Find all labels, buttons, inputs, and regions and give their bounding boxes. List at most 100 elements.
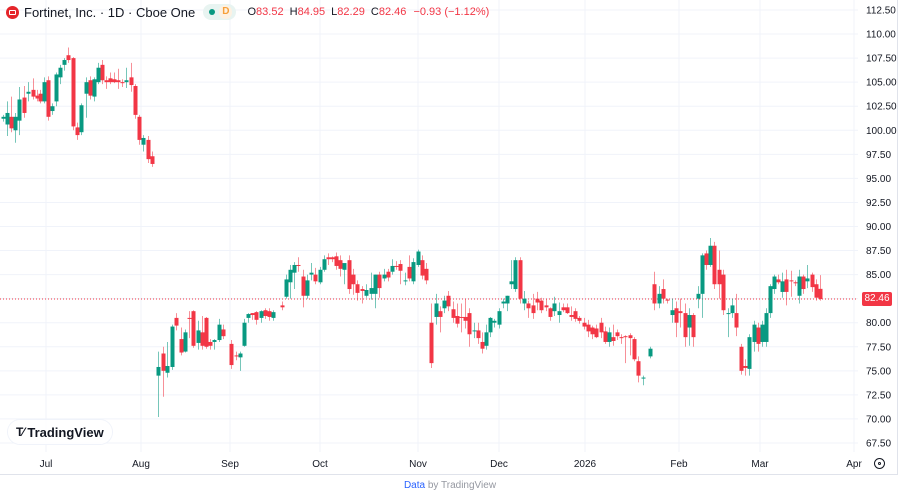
- tradingview-watermark[interactable]: T⁄ TradingView: [8, 420, 112, 444]
- candle: [476, 330, 481, 339]
- candle: [784, 279, 789, 292]
- symbol-title[interactable]: Fortinet, Inc. · 1D · Cboe One: [24, 4, 196, 20]
- data-link[interactable]: Data: [403, 480, 426, 491]
- candle: [577, 317, 582, 321]
- candle: [318, 269, 323, 283]
- candle: [743, 366, 748, 368]
- time-axis[interactable]: Jul Aug Sep Oct Nov Dec 2026 Feb Mar Apr: [40, 459, 863, 470]
- candle: [552, 303, 557, 312]
- candle: [179, 339, 184, 353]
- time-tick-label: Sep: [221, 459, 239, 470]
- candle: [756, 327, 761, 344]
- candle: [764, 313, 769, 342]
- candle: [446, 295, 451, 307]
- candle: [386, 271, 391, 278]
- candle: [170, 326, 175, 367]
- market-status-badge[interactable]: D: [203, 4, 237, 20]
- candle: [665, 299, 670, 301]
- candle: [351, 274, 356, 285]
- candle: [31, 89, 36, 97]
- candle: [217, 324, 222, 341]
- candle: [793, 282, 798, 284]
- candle: [509, 281, 514, 285]
- candle: [670, 310, 675, 316]
- candle: [150, 156, 155, 164]
- candle: [442, 300, 447, 309]
- time-tick-label: Apr: [846, 459, 862, 470]
- candle: [548, 308, 553, 317]
- candle: [776, 279, 781, 283]
- candle: [472, 330, 477, 332]
- candle: [407, 266, 412, 279]
- price-tick-label: 90.00: [866, 222, 891, 233]
- candle: [459, 316, 464, 318]
- symbol-legend[interactable]: Fortinet, Inc. · 1D · Cboe One D O83.52 …: [6, 3, 489, 21]
- price-tick-label: 100.00: [866, 126, 897, 137]
- candle: [455, 315, 460, 324]
- candle: [789, 280, 794, 282]
- candle: [108, 78, 113, 83]
- candle: [760, 324, 765, 342]
- candle: [204, 317, 209, 347]
- candle: [411, 262, 416, 282]
- candle: [708, 245, 713, 265]
- candle: [305, 280, 310, 296]
- candle: [42, 82, 47, 102]
- candle: [347, 260, 352, 290]
- candle: [196, 330, 201, 343]
- candle: [768, 286, 773, 314]
- price-axis[interactable]: 112.50 110.00 107.50 105.00 102.50 100.00 97.5…: [866, 6, 897, 450]
- candle: [38, 93, 43, 102]
- candle: [501, 301, 506, 304]
- candle: [535, 298, 540, 303]
- candle: [484, 332, 489, 346]
- candle: [603, 331, 608, 342]
- candle: [463, 316, 468, 321]
- chart-frame: [0, 0, 898, 475]
- candle: [416, 251, 421, 265]
- candle: [619, 337, 624, 339]
- settings-gear-icon[interactable]: [874, 458, 885, 469]
- candle: [582, 322, 587, 327]
- candle: [678, 311, 683, 314]
- candle: [451, 309, 456, 318]
- low-value: 82.29: [337, 6, 365, 18]
- close-value: 82.46: [378, 6, 407, 18]
- candle: [594, 328, 599, 338]
- candle: [92, 79, 97, 97]
- candle: [377, 274, 382, 289]
- candle: [623, 336, 628, 338]
- candle: [246, 314, 251, 318]
- candlestick-chart[interactable]: 112.50 110.00 107.50 105.00 102.50 100.00 97.5…: [0, 0, 900, 475]
- candle: [369, 288, 374, 294]
- candle: [280, 305, 285, 308]
- candle: [183, 332, 188, 352]
- price-tick-label: 105.00: [866, 78, 897, 89]
- fortinet-logo-icon: [6, 5, 19, 19]
- candle: [522, 298, 527, 304]
- candle: [648, 348, 653, 357]
- candle: [104, 80, 109, 83]
- candle: [120, 82, 125, 84]
- close-label: C: [370, 6, 379, 18]
- time-tick-label: Feb: [670, 459, 688, 470]
- delayed-data-badge: D: [219, 5, 233, 19]
- candle: [599, 322, 604, 333]
- candle: [611, 337, 616, 341]
- price-tick-label: 75.00: [866, 366, 891, 377]
- candle: [212, 340, 217, 342]
- candle: [288, 269, 293, 283]
- candle: [133, 86, 138, 115]
- candle: [805, 278, 810, 282]
- candle: [137, 116, 142, 140]
- candle: [88, 80, 93, 96]
- candle: [687, 315, 692, 328]
- candle: [565, 307, 570, 314]
- candle: [100, 64, 105, 81]
- candle: [309, 272, 314, 275]
- candle: [398, 264, 403, 271]
- candle: [326, 257, 331, 260]
- candle: [259, 311, 264, 318]
- candle: [734, 313, 739, 328]
- candle: [700, 255, 705, 294]
